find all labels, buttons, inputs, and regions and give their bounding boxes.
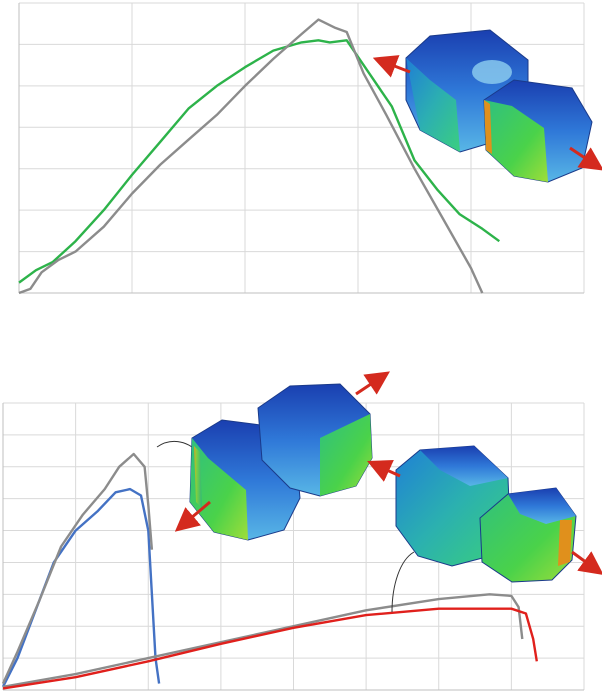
chart-bottom-series-line-3: [2, 593, 524, 688]
chart-top-series-line-2: [18, 18, 484, 295]
specimen-top-illustration: [372, 29, 602, 183]
chart-top-series: [18, 18, 501, 295]
chart-top: [18, 2, 585, 295]
chart-bottom-series: [1, 452, 538, 690]
chart-bottom-series-line-2: [1, 452, 154, 685]
specimen-bottom-left-illustration: [156, 371, 390, 541]
specimen-bottom-right-illustration: [367, 445, 602, 613]
chart-bottom-series-line-4: [2, 607, 538, 690]
